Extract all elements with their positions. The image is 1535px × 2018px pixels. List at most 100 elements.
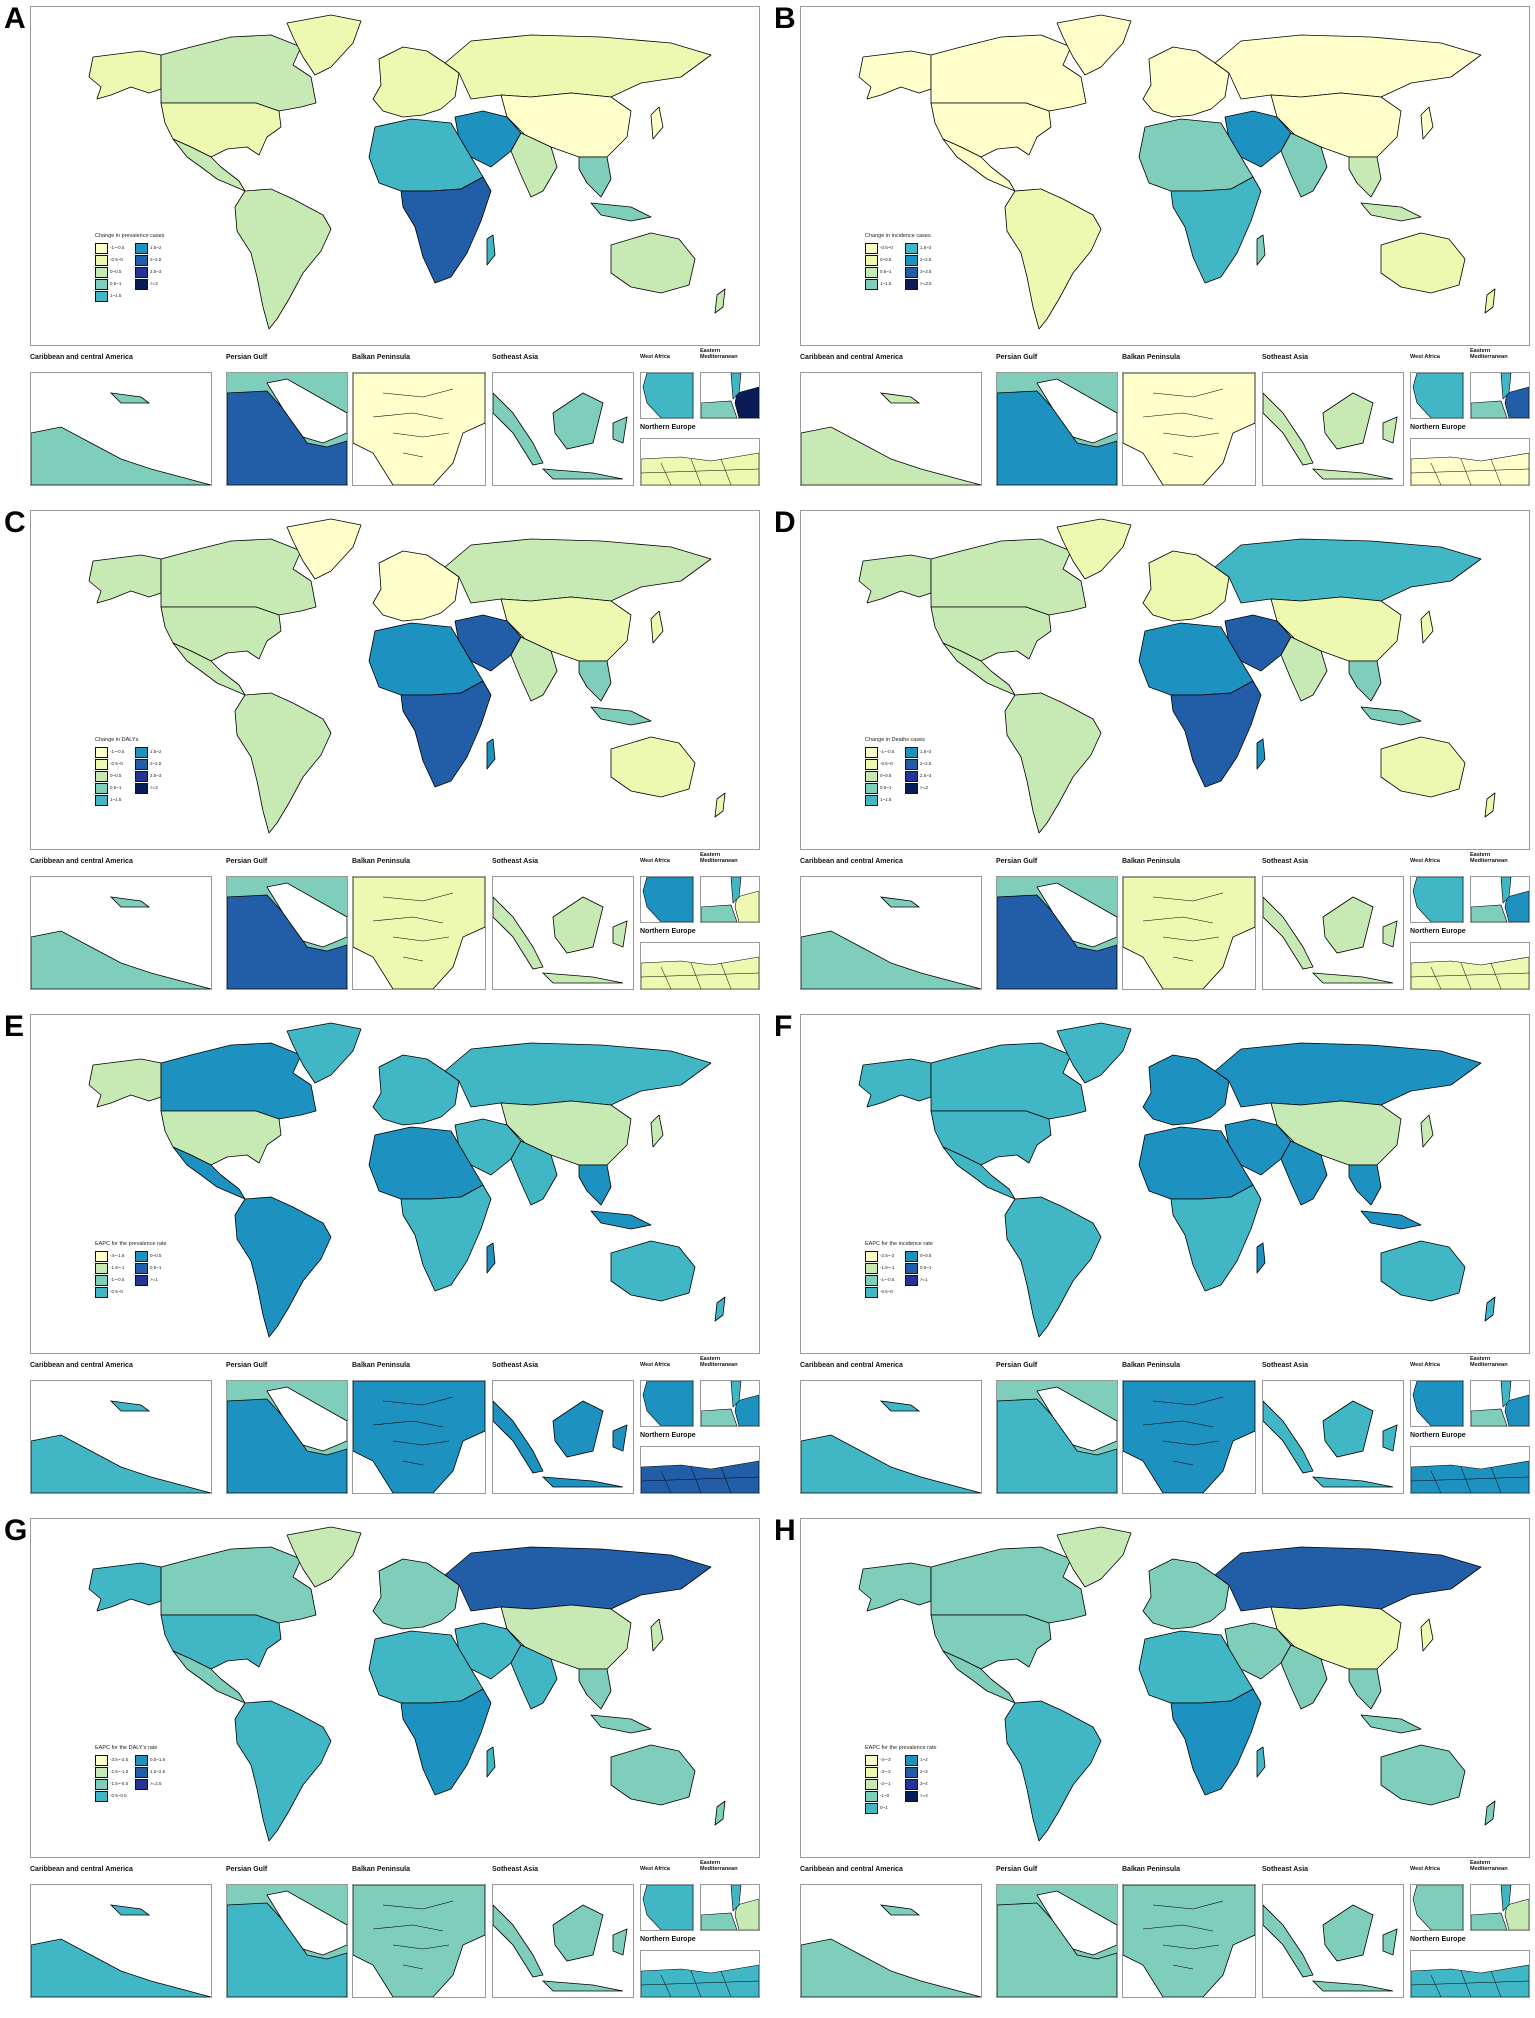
inset-northern-europe	[640, 1446, 760, 1494]
region-greenland	[1056, 14, 1132, 76]
region-south-america	[234, 188, 332, 330]
inset-label-eastern-mediterranean: Eastern Mediterranean	[1470, 1356, 1508, 1368]
panel-letter: F	[774, 1010, 793, 1043]
inset-label-balkan: Balkan Peninsula	[352, 1866, 410, 1873]
legend-label: -1.5~-1	[880, 1265, 895, 1270]
legend-label: 1.5~2	[150, 749, 162, 754]
inset-region-fill	[1411, 1964, 1529, 1997]
inset-persian-gulf	[226, 372, 348, 486]
legend-swatch	[865, 1779, 878, 1790]
map-panel-c: C	[0, 504, 765, 1008]
inset-region-fill	[31, 1904, 211, 1997]
legend-swatch	[865, 255, 878, 266]
inset-label-persian-gulf: Persian Gulf	[996, 858, 1038, 865]
legend-swatch	[865, 759, 878, 770]
inset-eastern-mediterranean	[1470, 876, 1530, 923]
region-russia	[1214, 538, 1482, 604]
inset-label-caribbean: Caribbean and central America	[30, 1362, 133, 1369]
region-madagascar	[1256, 1242, 1266, 1274]
region-alaska	[88, 554, 162, 604]
legend-label: -1~-0.5	[110, 245, 125, 250]
inset-region-fill	[642, 1885, 693, 1930]
inset-row: Caribbean and central America Persian Gu…	[800, 1356, 1530, 1497]
inset-region-fill	[1412, 1381, 1463, 1426]
world-map: EAPC for the prevalence rate -4~-1.5 -1.5…	[30, 1014, 760, 1354]
legend-label: 2~2.5	[150, 761, 162, 766]
inset-region-fill	[1123, 877, 1255, 989]
inset-region-fill	[227, 1902, 347, 1997]
inset-caribbean	[30, 876, 212, 990]
legend-label: 0.5~1	[920, 1265, 932, 1270]
legend-label: 0.5~1	[880, 269, 892, 274]
legend-swatch	[135, 1767, 148, 1778]
region-east-asia	[1270, 92, 1402, 158]
legend-label: 2~3	[920, 1769, 928, 1774]
region-japan	[650, 106, 664, 140]
region-japan	[1420, 1114, 1434, 1148]
legend-label: 0.5~1.5	[150, 1757, 166, 1762]
legend-swatch	[95, 1263, 108, 1274]
legend-swatch	[135, 1263, 148, 1274]
inset-se-asia	[1262, 1884, 1404, 1998]
region-madagascar	[486, 738, 496, 770]
inset-label-caribbean: Caribbean and central America	[800, 1362, 903, 1369]
region-madagascar	[1256, 738, 1266, 770]
legend-label: 0~0.5	[150, 1253, 162, 1258]
map-legend: Change in DALYs -1~-0.5 -0.5~0 0~0.5 0.5~1 1…	[65, 737, 185, 807]
inset-label-balkan: Balkan Peninsula	[1122, 858, 1180, 865]
region-greenland	[1056, 518, 1132, 580]
inset-label-persian-gulf: Persian Gulf	[226, 858, 268, 865]
legend-label: -4~-1.5	[110, 1253, 125, 1258]
world-map-svg	[858, 518, 1496, 834]
inset-eastern-mediterranean	[1470, 372, 1530, 419]
inset-label-northern-europe: Northern Europe	[1410, 928, 1466, 935]
inset-persian-gulf	[996, 1380, 1118, 1494]
inset-region-fill	[493, 1904, 628, 1992]
label-line-1: Eastern	[700, 852, 721, 858]
inset-label-eastern-mediterranean: Eastern Mediterranean	[1470, 852, 1508, 864]
legend-label: >=1	[920, 1277, 928, 1282]
map-legend: EAPC for the prevalence rate -4~-1.5 -1.5…	[65, 1241, 185, 1311]
region-russia	[444, 538, 712, 604]
map-legend: EAPC for the prevalence rate -4~-3 -3~-2 -…	[835, 1745, 955, 1815]
inset-label-se-asia: Sotheast Asia	[492, 354, 539, 361]
map-legend: Change in Deaths cases -1~-0.5 -0.5~0 0~0.…	[835, 737, 955, 807]
legend-label: -0.5~0	[110, 761, 123, 766]
region-alaska	[858, 50, 932, 100]
inset-region-fill	[801, 1904, 981, 1997]
region-russia	[444, 34, 712, 100]
region-india	[510, 1140, 558, 1206]
inset-region-fill	[1504, 1394, 1529, 1426]
region-southeast-asia	[1348, 1164, 1422, 1230]
region-japan	[1420, 1618, 1434, 1652]
inset-region-fill	[493, 1400, 628, 1488]
inset-balkan	[352, 1884, 486, 1998]
label-line-2: Mediterranean	[700, 354, 738, 360]
inset-label-persian-gulf: Persian Gulf	[226, 1362, 268, 1369]
inset-region-fill	[801, 1400, 981, 1493]
region-subsaharan-africa	[1170, 680, 1262, 788]
inset-label-se-asia: Sotheast Asia	[1262, 858, 1309, 865]
legend-swatch	[865, 1755, 878, 1766]
inset-balkan	[1122, 1884, 1256, 1998]
world-map-svg	[88, 14, 726, 330]
inset-caribbean	[800, 1380, 982, 1494]
inset-region-fill	[997, 1902, 1117, 1997]
region-subsaharan-africa	[400, 176, 492, 284]
legend-label: -1.5~-1	[110, 1265, 125, 1270]
map-legend: EAPC for the DALY's rate -3.5~-2.5 -2.5~-…	[65, 1745, 185, 1815]
legend-label: 1.5~2	[150, 245, 162, 250]
inset-region-fill	[493, 392, 628, 480]
legend-swatch	[95, 759, 108, 770]
region-australia	[610, 736, 696, 798]
legend-label: 1.5~2	[920, 749, 932, 754]
inset-se-asia	[492, 1380, 634, 1494]
legend-swatch	[135, 243, 148, 254]
region-greenland	[286, 14, 362, 76]
inset-west-africa	[1410, 1884, 1464, 1931]
region-madagascar	[486, 1242, 496, 1274]
inset-label-northern-europe: Northern Europe	[640, 1936, 696, 1943]
inset-label-northern-europe: Northern Europe	[1410, 1936, 1466, 1943]
region-south-america	[234, 1196, 332, 1338]
legend-swatch	[905, 1275, 918, 1286]
